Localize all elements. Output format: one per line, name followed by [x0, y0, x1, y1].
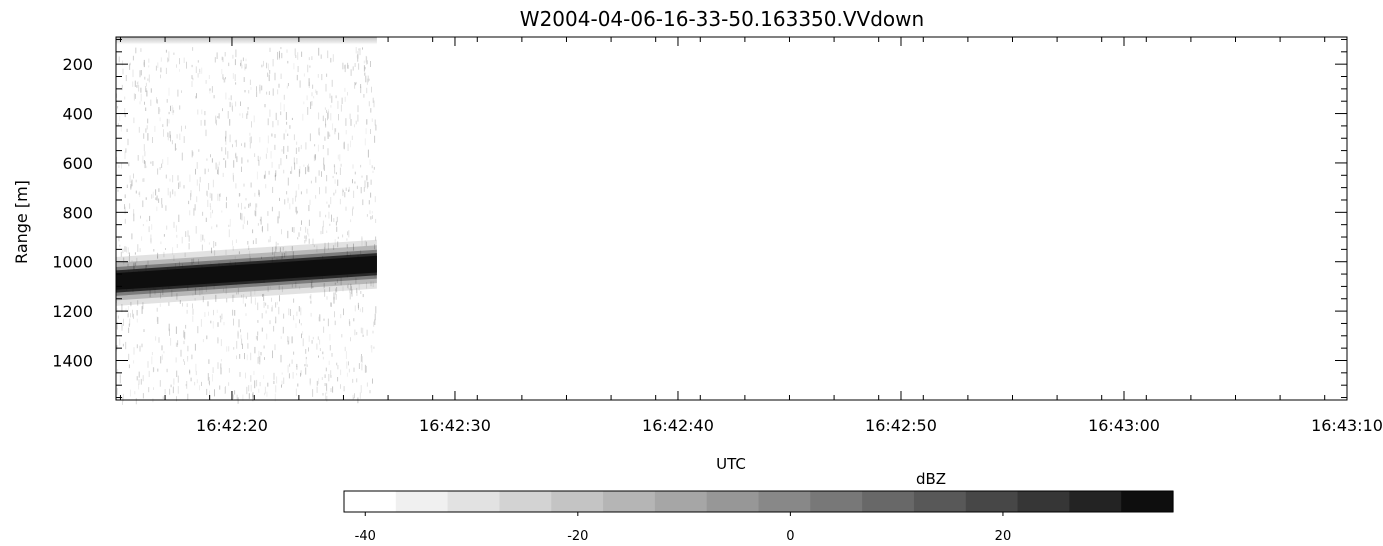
echo-band	[116, 239, 377, 306]
colorbar-swatch	[654, 491, 708, 512]
colorbar-frame	[343, 490, 1174, 513]
y-axis: 200 400 600 800 1000 1200 1400	[52, 38, 1347, 399]
x-axis-label: UTC	[716, 455, 746, 473]
radar-heatmap	[115, 37, 377, 405]
x-tick-label: 16:42:20	[196, 416, 268, 435]
colorbar-swatch	[603, 491, 656, 512]
y-tick-label: 200	[62, 55, 93, 74]
x-tick-label: 16:42:40	[642, 416, 714, 435]
colorbar-swatch	[913, 491, 967, 512]
y-tick-label: 400	[62, 105, 93, 124]
colorbar-swatch	[499, 491, 552, 512]
colorbar-swatch	[1017, 491, 1070, 512]
y-tick-label: 600	[62, 154, 93, 173]
chart-title: W2004-04-06-16-33-50.163350.VVdown	[520, 7, 924, 31]
colorbar-swatch	[1121, 491, 1174, 512]
colorbar-swatch	[447, 491, 501, 512]
plot-frame	[115, 36, 1348, 401]
colorbar-tick-label: -20	[567, 529, 588, 544]
colorbar-swatch	[706, 491, 760, 512]
colorbar-swatch	[1069, 491, 1122, 512]
noise-speckle	[115, 47, 377, 405]
colorbar-swatch	[810, 491, 863, 512]
colorbar-tick-label: -40	[355, 529, 376, 544]
y-tick-label: 800	[62, 203, 93, 222]
y-tick-label: 1400	[52, 351, 93, 370]
colorbar-swatch	[551, 491, 604, 512]
colorbar-swatch	[758, 491, 811, 512]
x-tick-label: 16:42:30	[419, 416, 491, 435]
colorbar-tick-label: 0	[786, 529, 794, 544]
colorbar: -40 -20 0 20	[344, 491, 1174, 544]
near-range-clutter	[116, 37, 377, 45]
x-tick-label: 16:43:00	[1088, 416, 1160, 435]
colorbar-swatch	[862, 491, 915, 512]
y-tick-label: 1000	[52, 253, 93, 272]
colorbar-tick-label: 20	[995, 529, 1012, 544]
y-tick-label: 1200	[52, 302, 93, 321]
colorbar-label: dBZ	[916, 470, 946, 488]
x-tick-label: 16:43:10	[1311, 416, 1383, 435]
colorbar-swatch	[965, 491, 1019, 512]
colorbar-swatch	[395, 491, 449, 512]
x-tick-label: 16:42:50	[865, 416, 937, 435]
y-axis-label: Range [m]	[12, 180, 31, 264]
colorbar-swatch	[344, 491, 397, 512]
x-axis: 16:42:20 16:42:30 16:42:40 16:42:50 16:43:00…	[119, 37, 1383, 435]
